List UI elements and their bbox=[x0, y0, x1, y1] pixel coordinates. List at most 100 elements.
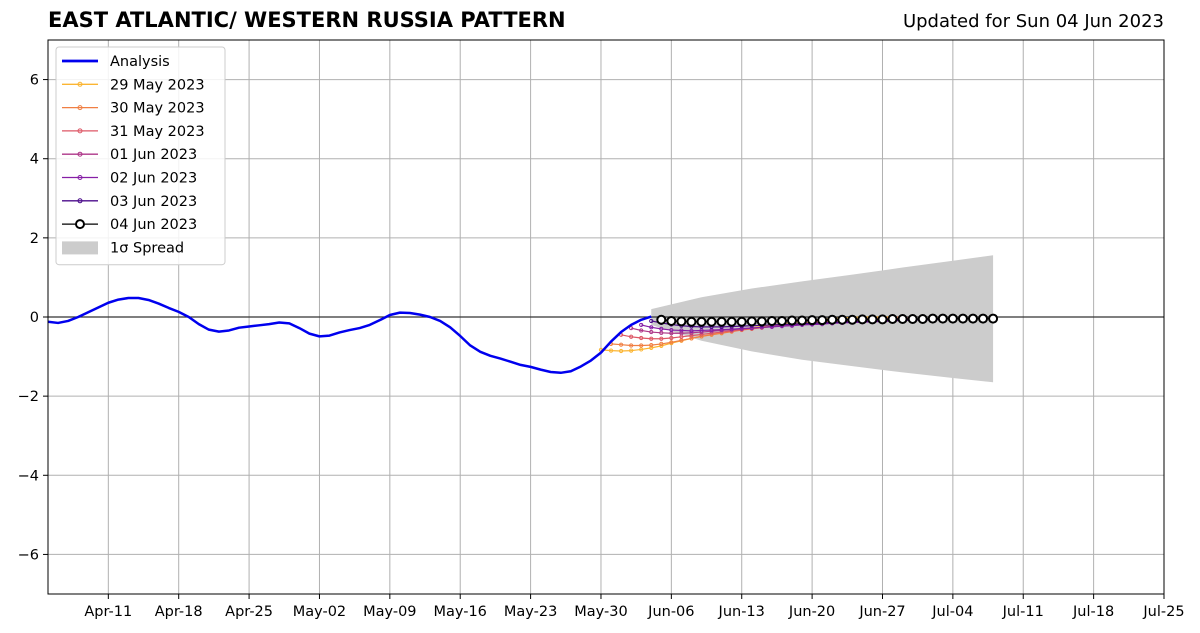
legend-item: 02 Jun 2023 bbox=[62, 171, 197, 187]
x-tick-label: Jul-25 bbox=[1142, 604, 1184, 620]
series-point bbox=[739, 326, 744, 331]
legend-label: 01 Jun 2023 bbox=[110, 147, 197, 163]
updated-label: Updated for Sun 04 Jun 2023 bbox=[902, 11, 1164, 32]
series-point bbox=[669, 340, 674, 345]
x-tick-label: Jun-20 bbox=[788, 604, 835, 620]
series-point bbox=[947, 313, 958, 324]
series-point bbox=[857, 314, 868, 325]
series-point bbox=[659, 330, 664, 335]
legend-box bbox=[55, 46, 226, 266]
series-point bbox=[927, 313, 938, 324]
series-point bbox=[749, 325, 754, 331]
series-point bbox=[736, 316, 747, 327]
series-point bbox=[629, 343, 634, 348]
series-line bbox=[661, 317, 994, 323]
legend-item: 29 May 2023 bbox=[62, 77, 205, 93]
series-point bbox=[817, 315, 828, 326]
series-point bbox=[907, 313, 918, 324]
series-point bbox=[957, 313, 968, 324]
series-point bbox=[629, 325, 634, 331]
series-point bbox=[706, 316, 717, 327]
series-point bbox=[669, 327, 674, 333]
y-tick-label: 6 bbox=[30, 73, 39, 89]
legend-label: 31 May 2023 bbox=[110, 124, 205, 140]
legend-marker bbox=[77, 81, 83, 87]
x-tick-label: May-23 bbox=[504, 604, 557, 620]
series-point bbox=[618, 348, 624, 354]
legend-marker bbox=[77, 128, 83, 134]
legend-item: 01 Jun 2023 bbox=[62, 147, 197, 163]
legend-item: 31 May 2023 bbox=[62, 124, 205, 140]
series-point bbox=[867, 314, 878, 325]
series-point bbox=[887, 313, 898, 324]
series-point bbox=[807, 315, 818, 326]
legend-marker bbox=[77, 151, 83, 157]
x-tick-label: Jul-18 bbox=[1072, 604, 1114, 620]
series-point bbox=[917, 313, 928, 324]
y-tick-label: 0 bbox=[30, 310, 39, 326]
series-point bbox=[618, 342, 624, 347]
y-tick-label: 2 bbox=[30, 231, 39, 247]
series-point bbox=[649, 325, 654, 330]
series-point bbox=[847, 314, 858, 325]
x-tick-label: May-30 bbox=[574, 604, 627, 620]
legend-item: 04 Jun 2023 bbox=[62, 217, 197, 233]
series-point bbox=[837, 314, 848, 325]
series-point bbox=[639, 343, 644, 348]
series-point bbox=[766, 315, 777, 326]
series-point bbox=[827, 314, 838, 325]
x-tick-label: Apr-25 bbox=[225, 604, 273, 620]
y-tick-label: 4 bbox=[30, 152, 39, 168]
series-point bbox=[776, 315, 787, 326]
series-point bbox=[649, 342, 654, 348]
x-tick-label: Jun-13 bbox=[718, 604, 765, 620]
legend: Analysis 29 May 2023 30 May 2023 31 May 202… bbox=[55, 46, 226, 266]
legend-item: Analysis bbox=[62, 54, 170, 70]
series-point bbox=[649, 336, 654, 341]
series-point bbox=[676, 316, 687, 327]
series-04-jun-2023 bbox=[656, 313, 999, 327]
plot-area bbox=[48, 255, 1164, 383]
legend-marker bbox=[77, 175, 83, 180]
y-tick-label: −4 bbox=[18, 468, 39, 484]
series-point bbox=[639, 322, 644, 328]
series-point bbox=[978, 313, 989, 324]
series-point bbox=[659, 341, 664, 347]
series-point bbox=[746, 316, 757, 327]
x-tick-label: May-02 bbox=[293, 604, 346, 620]
x-tick-label: May-16 bbox=[434, 604, 487, 620]
series-point bbox=[629, 348, 634, 353]
legend-item: 30 May 2023 bbox=[62, 101, 205, 117]
legend-marker bbox=[75, 219, 85, 230]
x-tick-label: Jul-11 bbox=[1002, 604, 1044, 620]
series-point bbox=[937, 313, 948, 324]
series-point bbox=[659, 326, 664, 331]
series-point bbox=[639, 328, 644, 333]
y-tick-label: −2 bbox=[18, 389, 39, 405]
series-point bbox=[787, 315, 797, 326]
x-tick-label: May-09 bbox=[363, 604, 416, 620]
series-point bbox=[649, 329, 654, 335]
x-tick-label: Jun-06 bbox=[647, 604, 694, 620]
series-point bbox=[639, 347, 644, 352]
series-point bbox=[797, 315, 808, 326]
series-point bbox=[639, 335, 644, 341]
series-point bbox=[669, 335, 674, 341]
series-point bbox=[666, 315, 677, 326]
legend-label: 29 May 2023 bbox=[110, 77, 205, 93]
series-point bbox=[608, 348, 614, 353]
legend-item: 1σ Spread bbox=[62, 240, 184, 256]
analysis-line bbox=[48, 296, 652, 375]
x-tick-label: Jul-04 bbox=[931, 604, 973, 620]
series-point bbox=[689, 328, 694, 333]
series-point bbox=[716, 316, 727, 327]
legend-label: Analysis bbox=[110, 54, 170, 70]
legend-label: 02 Jun 2023 bbox=[110, 171, 197, 187]
x-tick-label: Apr-11 bbox=[84, 604, 132, 620]
legend-label: 1σ Spread bbox=[110, 240, 184, 256]
legend-swatch bbox=[62, 241, 98, 255]
legend-label: 03 Jun 2023 bbox=[110, 194, 197, 210]
series-point bbox=[686, 316, 697, 327]
legend-label: 30 May 2023 bbox=[110, 101, 205, 117]
